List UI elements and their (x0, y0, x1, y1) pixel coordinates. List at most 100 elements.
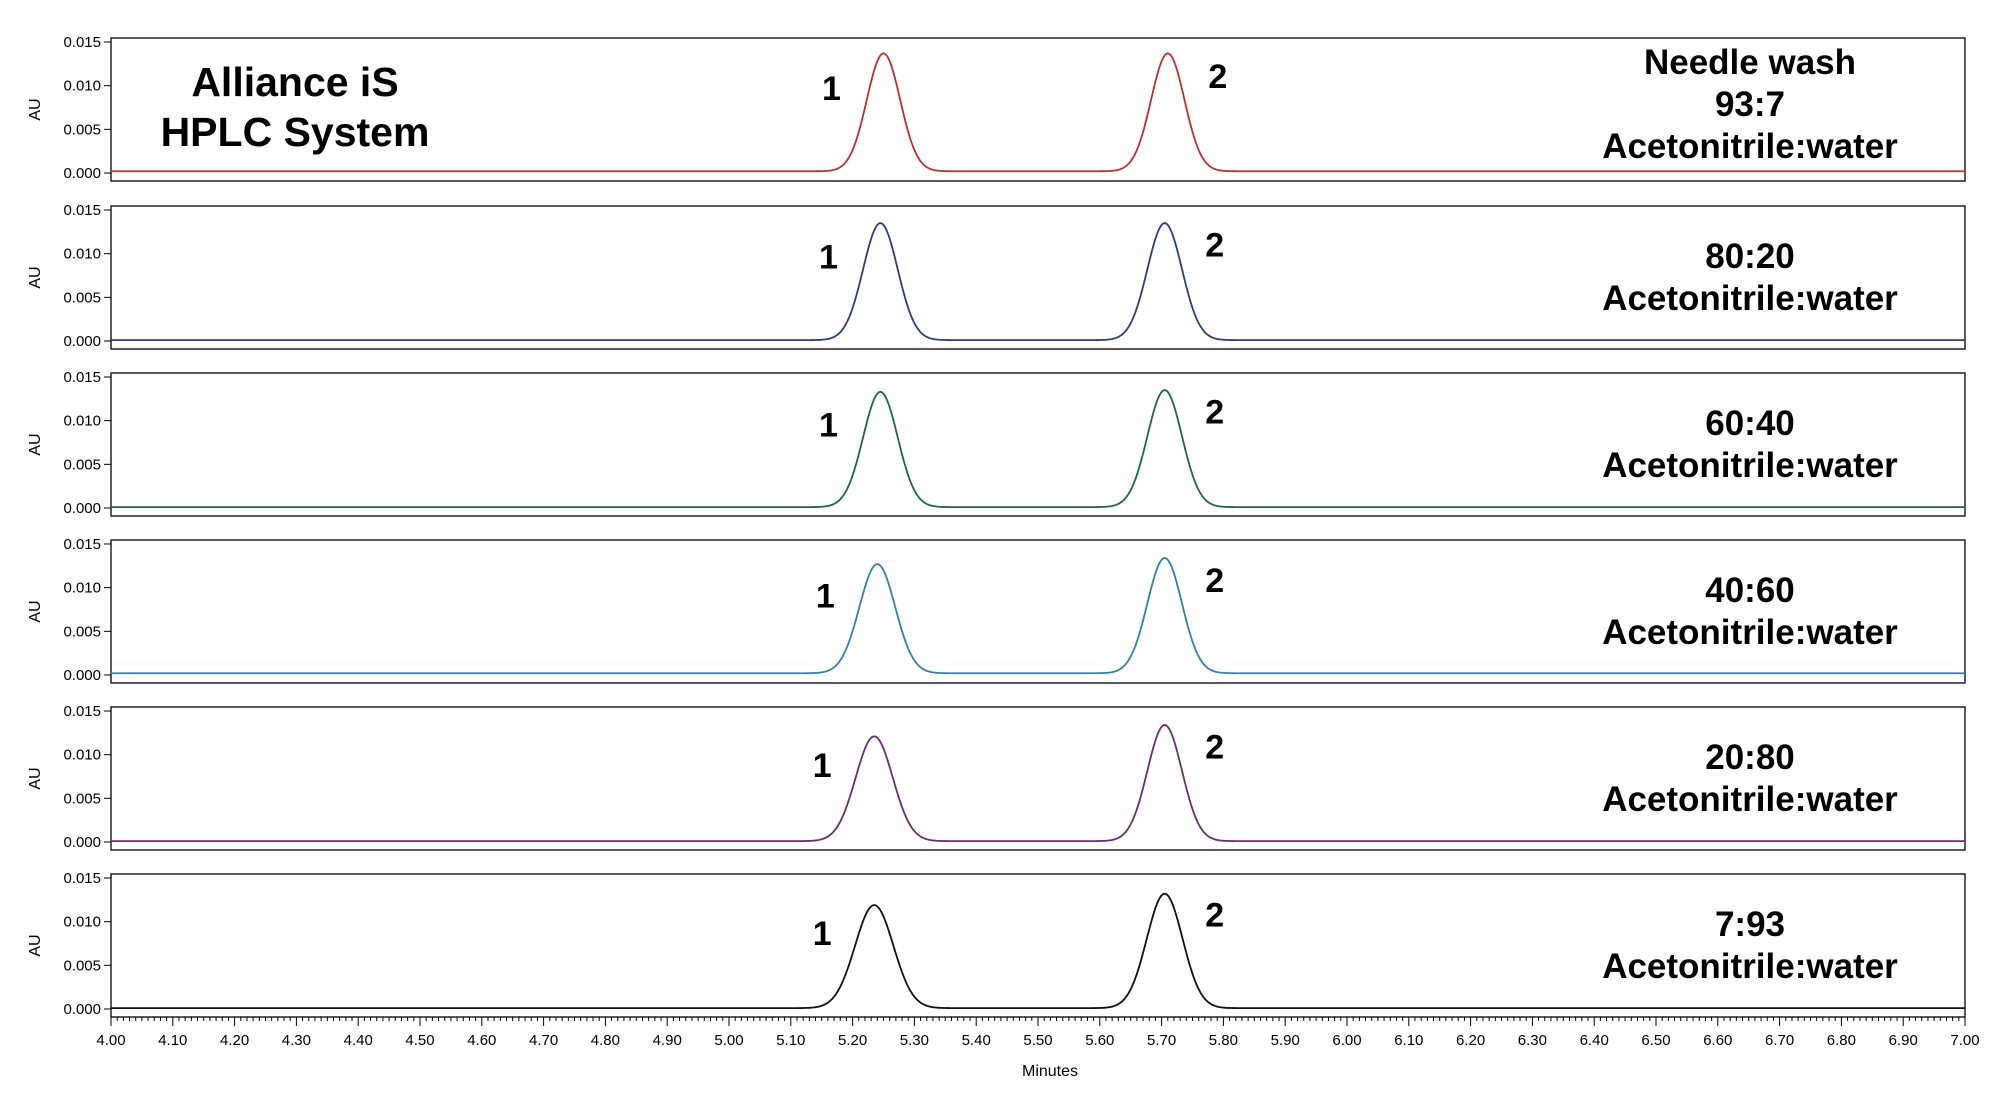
panel-3: 0.000 0.005 0.010 0.015 AU 1 2 60:40Acetonitril… (27, 369, 1966, 517)
y-axis-label: AU (27, 98, 44, 120)
condition-label: 60:40 (1705, 404, 1795, 443)
peak-label-2: 2 (1205, 728, 1224, 766)
x-tick-label: 4.60 (467, 1032, 496, 1049)
y-tick-label: 0.000 (63, 667, 101, 684)
x-tick-label: 5.50 (1023, 1032, 1052, 1049)
peak-label-2: 2 (1205, 227, 1224, 265)
y-tick-label: 0.005 (63, 456, 101, 473)
panel-frame (110, 205, 1966, 350)
x-tick-label: 6.50 (1641, 1032, 1670, 1049)
peak-label-2: 2 (1205, 897, 1224, 935)
condition-label: 40:60 (1705, 571, 1795, 610)
x-tick-label: 4.00 (96, 1032, 125, 1049)
y-tick-label: 0.015 (63, 536, 101, 553)
x-tick-label: 6.20 (1456, 1032, 1485, 1049)
chromatogram-trace (111, 724, 1965, 843)
y-tick-label: 0.005 (63, 289, 101, 306)
peak-label-1: 1 (819, 238, 838, 276)
x-tick-label: 4.70 (529, 1032, 558, 1049)
panel-6: 0.000 0.005 0.010 0.015 AU 1 2 7:93Acetonitrile… (27, 870, 1966, 1018)
x-tick-label: 5.80 (1209, 1032, 1238, 1049)
x-tick-label: 5.30 (900, 1032, 929, 1049)
panel-frame (110, 873, 1966, 1018)
panel-4: 0.000 0.005 0.010 0.015 AU 1 2 40:60Acetonitril… (27, 536, 1966, 684)
condition-label: 20:80 (1705, 738, 1795, 777)
condition-label: Acetonitrile:water (1602, 613, 1898, 652)
x-axis: 4.00 4.10 4.20 4.30 4.40 4.50 4.60 4.70 4.80 4.90… (96, 1017, 1980, 1049)
peak-label-2: 2 (1208, 58, 1227, 96)
chromatogram-trace (111, 222, 1965, 342)
x-tick-label: 6.60 (1703, 1032, 1732, 1049)
condition-label: 93:7 (1715, 85, 1785, 124)
x-tick-label: 5.70 (1147, 1032, 1176, 1049)
condition-label: Acetonitrile:water (1602, 947, 1898, 986)
x-tick-label: 4.30 (282, 1032, 311, 1049)
x-tick-label: 4.90 (653, 1032, 682, 1049)
chromatogram-trace (111, 52, 1965, 173)
condition-label: Acetonitrile:water (1602, 127, 1898, 166)
x-axis-label: Minutes (1022, 1063, 1078, 1080)
x-tick-label: 6.80 (1827, 1032, 1856, 1049)
condition-label: 80:20 (1705, 237, 1795, 276)
y-axis-label: AU (27, 767, 44, 789)
condition-label: 7:93 (1715, 905, 1785, 944)
panel-frame (110, 372, 1966, 517)
x-tick-label: 7.00 (1950, 1032, 1979, 1049)
x-tick-label: 5.00 (714, 1032, 743, 1049)
chromatogram-trace (111, 892, 1965, 1010)
y-tick-label: 0.010 (63, 413, 101, 430)
y-tick-label: 0.000 (63, 500, 101, 517)
y-tick-label: 0.005 (63, 623, 101, 640)
x-tick-label: 5.40 (962, 1032, 991, 1049)
x-tick-label: 4.40 (344, 1032, 373, 1049)
x-tick-label: 6.70 (1765, 1032, 1794, 1049)
x-tick-label: 4.80 (591, 1032, 620, 1049)
condition-label: Needle wash (1644, 43, 1856, 82)
x-tick-label: 4.10 (158, 1032, 187, 1049)
y-tick-label: 0.000 (63, 165, 101, 182)
panel-frame (110, 37, 1966, 182)
y-axis-label: AU (27, 934, 44, 956)
y-axis-label: AU (27, 433, 44, 455)
y-tick-label: 0.010 (63, 914, 101, 931)
y-tick-label: 0.010 (63, 78, 101, 95)
y-tick-label: 0.015 (63, 34, 101, 51)
y-tick-label: 0.005 (63, 790, 101, 807)
peak-label-2: 2 (1205, 562, 1224, 600)
y-tick-label: 0.005 (63, 121, 101, 138)
y-axis-label: AU (27, 266, 44, 288)
panel-frame (110, 706, 1966, 851)
x-tick-label: 4.20 (220, 1032, 249, 1049)
chromatogram-trace (111, 389, 1965, 509)
condition-label: Acetonitrile:water (1602, 279, 1898, 318)
peak-label-1: 1 (813, 747, 832, 785)
panel-5: 0.000 0.005 0.010 0.015 AU 1 2 20:80Acetonitril… (27, 703, 1966, 851)
y-tick-label: 0.000 (63, 834, 101, 851)
y-tick-label: 0.000 (63, 1001, 101, 1018)
y-axis-label: AU (27, 600, 44, 622)
chromatogram-trace (111, 557, 1965, 675)
x-tick-label: 5.90 (1271, 1032, 1300, 1049)
x-tick-label: 6.00 (1332, 1032, 1361, 1049)
y-tick-label: 0.010 (63, 747, 101, 764)
y-tick-label: 0.015 (63, 369, 101, 386)
y-tick-label: 0.010 (63, 246, 101, 263)
y-tick-label: 0.015 (63, 703, 101, 720)
panel-2: 0.000 0.005 0.010 0.015 AU 1 2 80:20Acetonitril… (27, 202, 1966, 350)
system-annotation-line: Alliance iS (191, 59, 398, 105)
y-tick-label: 0.005 (63, 957, 101, 974)
x-tick-label: 6.30 (1518, 1032, 1547, 1049)
condition-label: Acetonitrile:water (1602, 446, 1898, 485)
condition-label: Acetonitrile:water (1602, 780, 1898, 819)
x-tick-label: 6.90 (1889, 1032, 1918, 1049)
system-annotation-line: HPLC System (161, 109, 430, 155)
x-tick-label: 5.20 (838, 1032, 867, 1049)
x-tick-label: 6.10 (1394, 1032, 1423, 1049)
peak-label-1: 1 (816, 577, 835, 615)
peak-label-2: 2 (1205, 394, 1224, 432)
peak-label-1: 1 (822, 70, 841, 108)
